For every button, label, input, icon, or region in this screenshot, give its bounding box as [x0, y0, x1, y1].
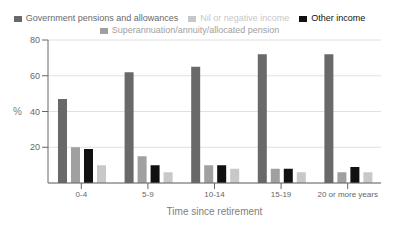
html-text:Government pensions and allowa: Government pensions and allowances — [25, 13, 179, 23]
svg-text:20: 20 — [30, 142, 40, 152]
svg-text:20 or more years: 20 or more years — [317, 190, 377, 199]
svg-text:5-9: 5-9 — [142, 190, 154, 199]
html-text:Nil or negative income: Nil or negative income — [200, 13, 290, 23]
svg-text:80: 80 — [30, 35, 40, 45]
svg-text:60: 60 — [30, 71, 40, 81]
svg-text:0-4: 0-4 — [76, 190, 88, 199]
svg-text:%: % — [13, 106, 22, 117]
svg-text:Time since retirement: Time since retirement — [167, 206, 263, 217]
svg-text:15-19: 15-19 — [271, 190, 292, 199]
html-text:Other income: Other income — [311, 13, 366, 23]
svg-text:40: 40 — [30, 107, 40, 117]
html-text:Superannuation/annuity/allocat: Superannuation/annuity/allocated pension — [111, 25, 280, 35]
svg-text:10-14: 10-14 — [204, 190, 225, 199]
